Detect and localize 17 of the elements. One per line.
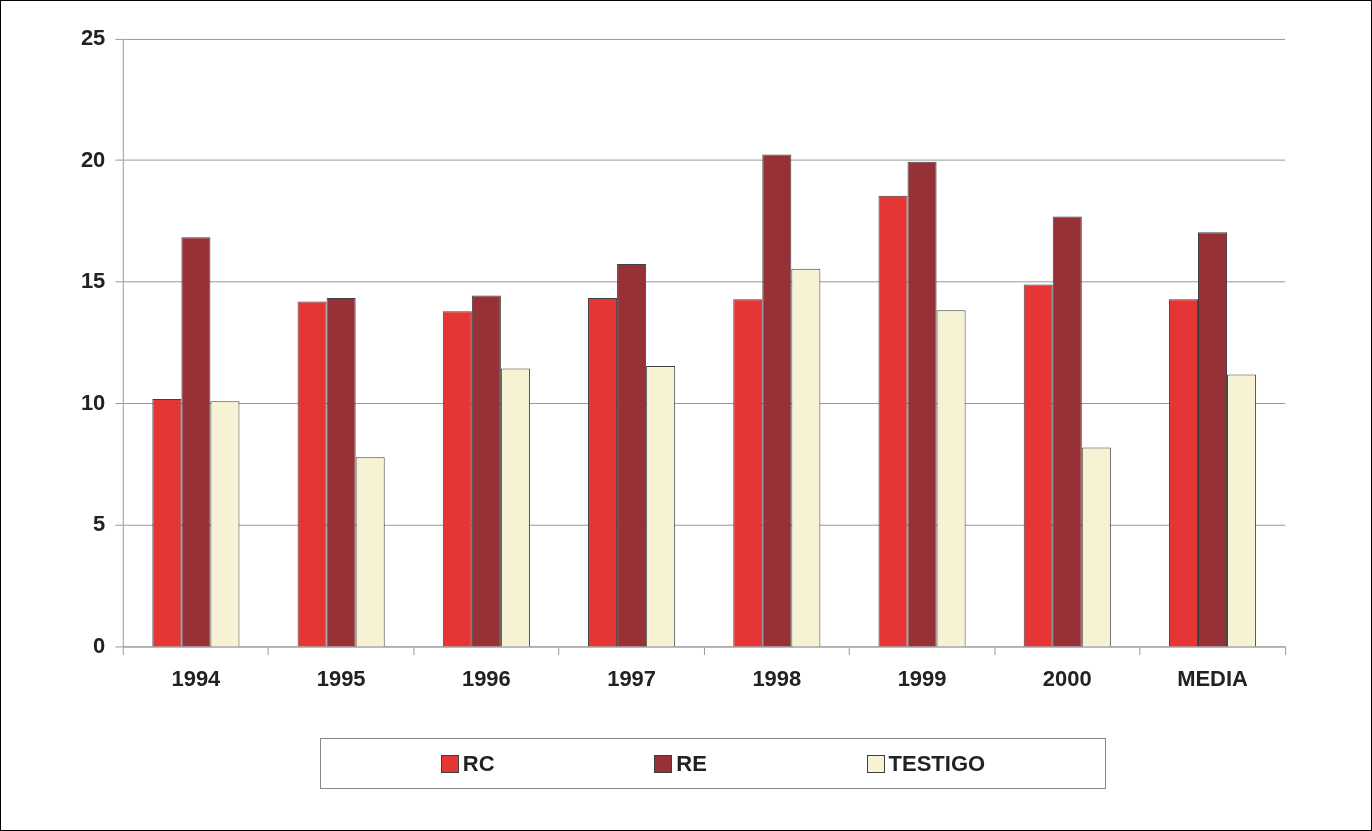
y-tick-label: 15 (80, 268, 106, 294)
x-tick-label: 1995 (316, 666, 366, 692)
y-tick-label: 20 (80, 146, 106, 172)
y-tick-label: 10 (80, 389, 106, 415)
x-tick-label: MEDIA (1177, 666, 1249, 692)
x-tick-label: 1997 (607, 666, 657, 692)
legend-label: RC (462, 750, 495, 777)
x-tick-label: 1994 (171, 666, 222, 692)
y-tick-label: 25 (80, 24, 106, 50)
x-tick-label: 2000 (1042, 666, 1092, 692)
legend-label: TESTIGO (888, 750, 986, 777)
y-tick-label: 5 (93, 511, 106, 537)
legend-label: RE (676, 750, 707, 777)
y-tick-label: 0 (93, 633, 106, 659)
x-tick-label: 1996 (461, 666, 511, 692)
x-tick-label: 1999 (897, 666, 947, 692)
x-tick-label: 1998 (752, 666, 802, 692)
